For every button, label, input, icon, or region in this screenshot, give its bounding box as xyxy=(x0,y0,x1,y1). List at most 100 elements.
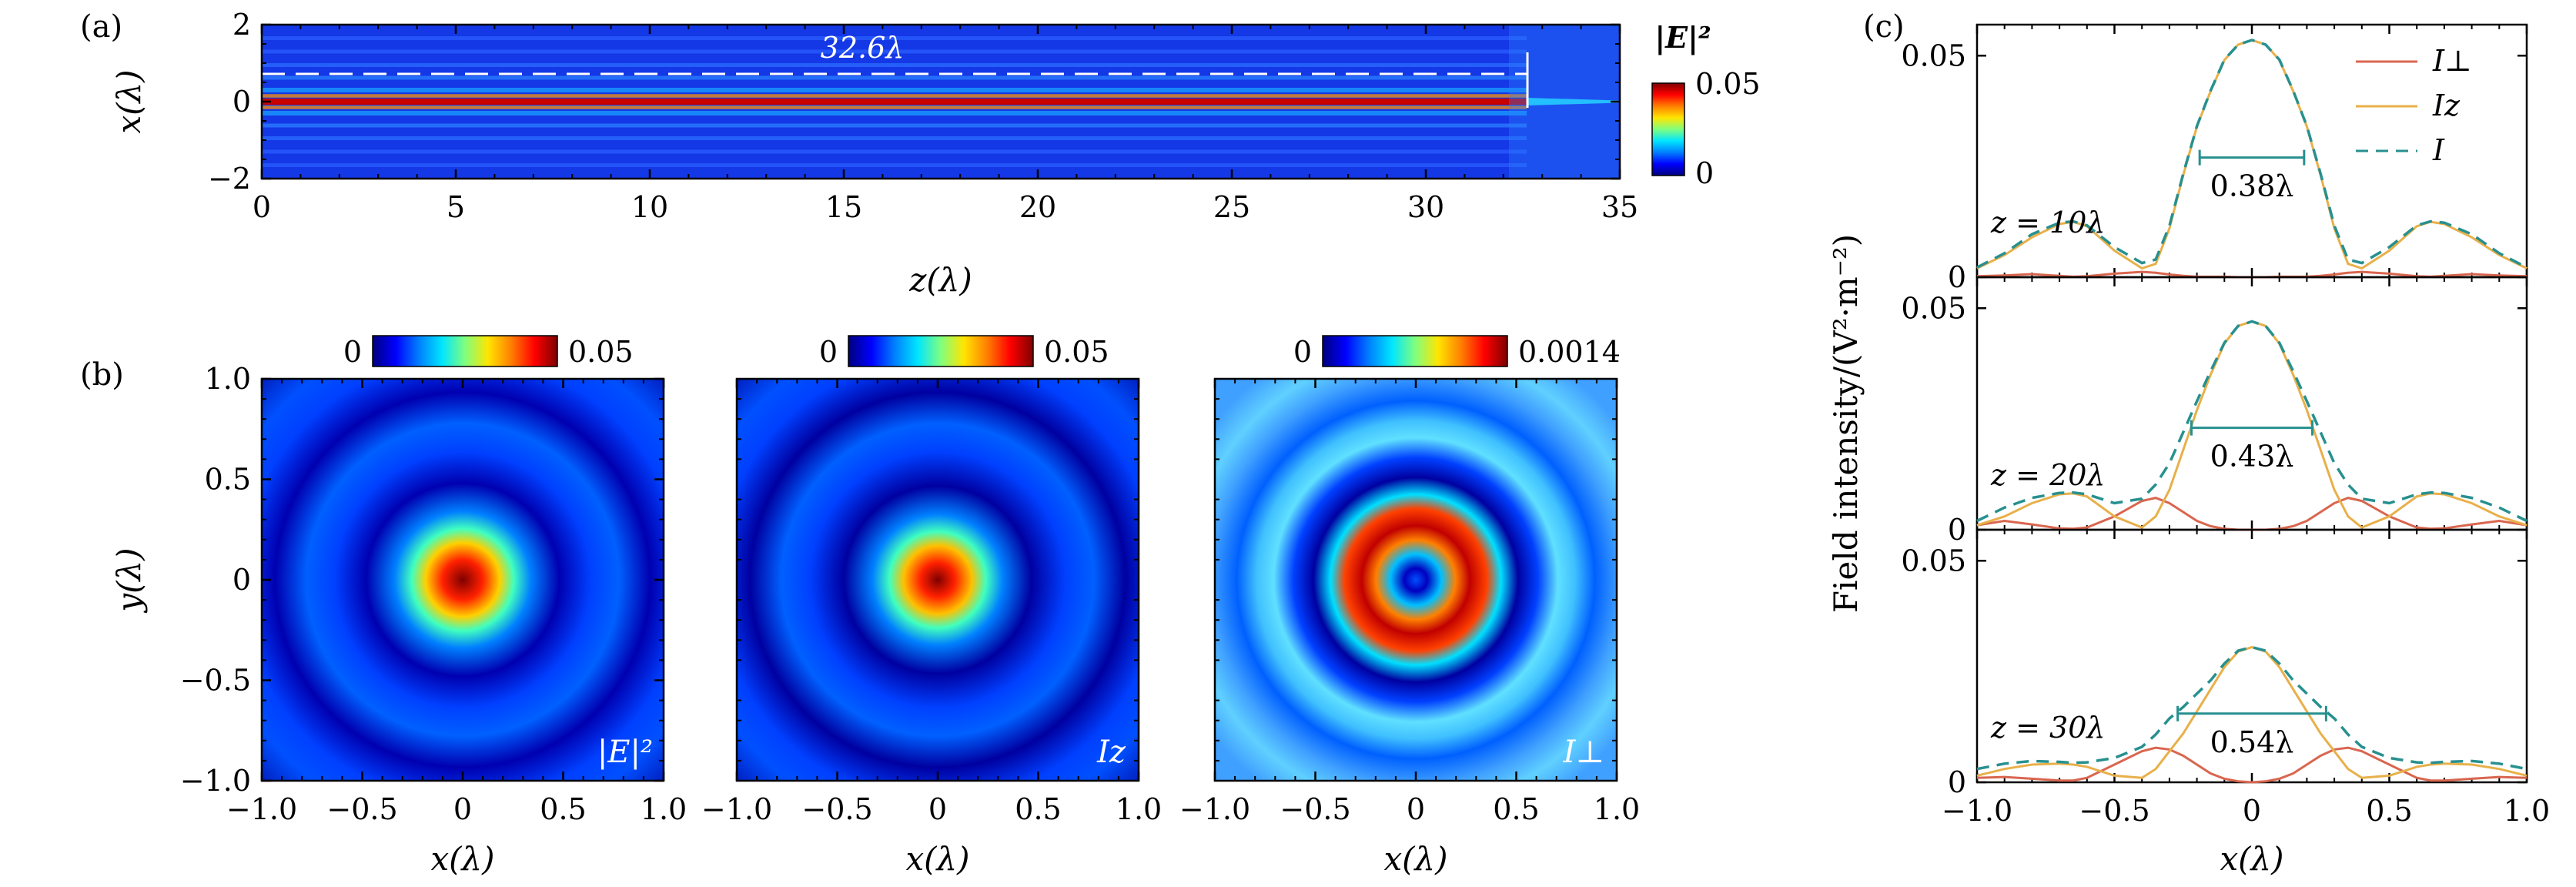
y-tick-label: 0 xyxy=(233,563,251,597)
beam-band xyxy=(262,99,1527,105)
x-tick-label: 0.5 xyxy=(540,792,586,826)
x-tick-label: 5 xyxy=(447,190,465,224)
panel-b2-colorbar-max: 0.05 xyxy=(1044,335,1109,369)
x-tick-label: 0 xyxy=(928,792,947,826)
beam-band xyxy=(262,105,1527,109)
x-tick-label: 1.0 xyxy=(1116,792,1162,826)
panel-a-colorbar-tick-min: 0 xyxy=(1695,156,1714,190)
y-tick-label: 0 xyxy=(233,85,251,119)
x-tick-label: 20 xyxy=(1019,190,1056,224)
y-tick-label: −2 xyxy=(208,162,251,196)
panel-a-colorbar-label: |E|² xyxy=(1654,20,1711,55)
panel-b1-map xyxy=(262,379,664,781)
series-i-line xyxy=(1976,645,2527,771)
beam-band xyxy=(262,163,1527,167)
x-tick-label: −1.0 xyxy=(701,792,772,826)
panel-b2-inset-label: Iz xyxy=(1096,735,1126,770)
x-tick-label: 15 xyxy=(825,190,862,224)
y-tick-label: 1.0 xyxy=(205,362,251,396)
panel-b2-colorbar xyxy=(848,335,1034,367)
x-tick-label: 0 xyxy=(453,792,472,826)
panel-b1-colorbar-min: 0 xyxy=(343,335,362,369)
z-position-label: z = 10λ xyxy=(1990,206,2105,239)
beam-band xyxy=(262,94,1527,98)
panel-b1-colorbar-max: 0.05 xyxy=(568,335,634,369)
panel-c-legend: I⊥ Iz I xyxy=(2356,44,2472,167)
beam-band xyxy=(262,63,1527,67)
y-tick-label: 0.05 xyxy=(1901,291,1966,325)
legend-label-i-z: Iz xyxy=(2432,89,2461,122)
z-position-label: z = 30λ xyxy=(1990,711,2105,745)
panel-a-ylabel: x(λ) xyxy=(110,69,148,133)
panel-b3-colorbar xyxy=(1322,335,1508,367)
panel-b2-axes: −1.0 −0.5 0 0.5 1.0 xyxy=(701,379,1162,826)
x-tick-label: 0.5 xyxy=(1493,792,1539,826)
panel-b1-colorbar xyxy=(372,335,558,367)
x-tick-label: 0 xyxy=(1407,792,1425,826)
panel-a-xlabel: z(λ) xyxy=(908,261,972,299)
x-tick-label: 30 xyxy=(1407,190,1444,224)
y-tick-label: 2 xyxy=(233,8,251,42)
fwhm-label: 0.38λ xyxy=(2210,169,2294,203)
panel-a-label: (a) xyxy=(80,9,122,45)
panel-b1-axes: −1.0 −0.5 0 0.5 1.0 1.0 0.5 0 −0.5 −1.0 xyxy=(180,362,687,826)
legend-label-i: I xyxy=(2432,133,2445,167)
beam-band xyxy=(262,111,1527,115)
series-i-z-line xyxy=(1976,645,2527,779)
panel-b3-axes: −1.0 −0.5 0 0.5 1.0 xyxy=(1179,379,1640,826)
y-tick-label: −0.5 xyxy=(180,664,251,698)
y-tick-label: 0 xyxy=(1948,513,1966,547)
x-tick-label: −1.0 xyxy=(1942,794,2012,828)
x-tick-label: 1.0 xyxy=(641,792,687,826)
x-tick-label: −0.5 xyxy=(801,792,872,826)
y-tick-label: 0.5 xyxy=(205,463,251,497)
series-i-line xyxy=(1976,38,2527,269)
panel-b2-colorbar-min: 0 xyxy=(819,335,838,369)
series-i-perp-line xyxy=(1976,746,2527,784)
x-tick-label: 0.5 xyxy=(1015,792,1061,826)
y-tick-label: 0.05 xyxy=(1901,38,1966,72)
beam-band xyxy=(262,49,1527,54)
panel-b2-map xyxy=(737,379,1139,781)
panel-c-xlabel: x(λ) xyxy=(2220,840,2283,878)
beam-band xyxy=(262,75,1527,80)
panel-a-colorbar xyxy=(1651,82,1685,176)
x-tick-label: −1.0 xyxy=(1179,792,1250,826)
x-tick-label: −0.5 xyxy=(1280,792,1350,826)
panel-a-exit-fade xyxy=(1509,25,1620,179)
x-tick-label: −0.5 xyxy=(326,792,397,826)
panel-b1-ylabel: y(λ) xyxy=(110,547,148,613)
x-tick-label: −1.0 xyxy=(226,792,297,826)
legend-label-i-perp: I⊥ xyxy=(2432,44,2472,78)
panel-a-heatmap xyxy=(262,25,1620,179)
beam-band xyxy=(262,36,1527,40)
beam-band xyxy=(262,149,1527,154)
panel-b3-inset-label: I⊥ xyxy=(1563,735,1604,770)
panel-a-beam-stripes xyxy=(262,36,1620,167)
beam-band xyxy=(262,136,1527,140)
panel-b3-colorbar-max: 0.0014 xyxy=(1518,335,1621,369)
panel-a-focal-annotation: 32.6λ xyxy=(821,31,905,65)
x-tick-label: 0 xyxy=(2243,794,2261,828)
series-i-line xyxy=(1976,320,2527,523)
panel-b1-inset-label: |E|² xyxy=(597,735,653,770)
fwhm-label: 0.54λ xyxy=(2210,725,2294,759)
x-tick-label: 1.0 xyxy=(2504,794,2550,828)
beam-band xyxy=(262,88,1527,92)
y-tick-label: 0 xyxy=(1948,260,1966,294)
panel-b3-colorbar-min: 0 xyxy=(1293,335,1312,369)
beam-band xyxy=(262,123,1527,128)
x-tick-label: −0.5 xyxy=(2079,794,2149,828)
x-tick-label: 10 xyxy=(631,190,668,224)
y-tick-label: 0.05 xyxy=(1901,544,1966,577)
panel-c-label: (c) xyxy=(1863,9,1905,45)
panel-b3-xlabel: x(λ) xyxy=(1383,840,1447,878)
z-position-label: z = 20λ xyxy=(1990,458,2105,492)
x-tick-label: 35 xyxy=(1601,190,1638,224)
x-tick-label: 1.0 xyxy=(1594,792,1640,826)
beam-tail xyxy=(1527,98,1620,105)
panel-a-colorbar-tick-max: 0.05 xyxy=(1695,67,1761,101)
